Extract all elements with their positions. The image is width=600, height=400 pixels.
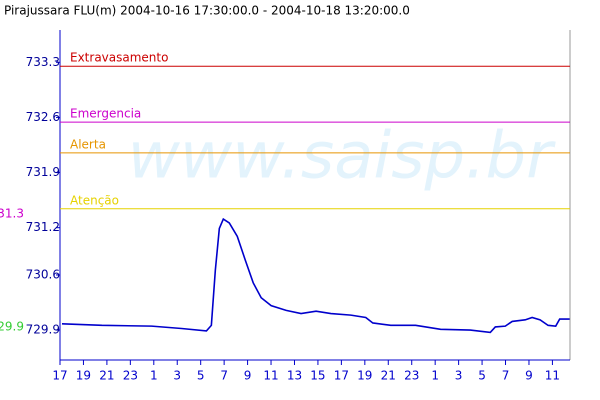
- x-tick-label: 7: [220, 369, 228, 383]
- min-label: 729.9: [0, 320, 24, 334]
- x-tick-label: 3: [173, 369, 181, 383]
- x-tick-label: 5: [197, 369, 205, 383]
- threshold-label: Atenção: [70, 193, 119, 207]
- x-tick-label: 5: [478, 369, 486, 383]
- threshold-label: Alerta: [70, 137, 106, 151]
- y-tick-label: 731.2: [26, 220, 60, 234]
- x-tick-label: 9: [244, 369, 252, 383]
- y-tick-label: 730.6: [26, 267, 60, 281]
- x-tick-label: 13: [287, 369, 302, 383]
- x-tick-label: 21: [99, 369, 114, 383]
- x-tick-label: 21: [381, 369, 396, 383]
- x-tick-label: 7: [502, 369, 510, 383]
- x-tick-label: 11: [263, 369, 278, 383]
- chart-title: Pirajussara FLU(m) 2004-10-16 17:30:00.0…: [4, 4, 410, 18]
- x-tick-label: 19: [357, 369, 372, 383]
- y-tick-label: 732.6: [26, 110, 60, 124]
- x-tick-label: 17: [334, 369, 349, 383]
- y-tick-label: 733.3: [26, 55, 60, 69]
- y-tick-label: 729.9: [26, 323, 60, 337]
- y-tick-label: 731.9: [26, 165, 60, 179]
- x-tick-label: 17: [52, 369, 67, 383]
- x-tick-label: 3: [455, 369, 463, 383]
- threshold-label: Emergencia: [70, 107, 141, 121]
- x-tick-label: 23: [404, 369, 419, 383]
- x-tick-label: 15: [310, 369, 325, 383]
- x-tick-label: 11: [545, 369, 560, 383]
- threshold-label: Extravasamento: [70, 51, 168, 65]
- x-tick-label: 1: [431, 369, 439, 383]
- watermark: www.saisp.br: [128, 120, 557, 194]
- x-tick-label: 1: [150, 369, 158, 383]
- x-tick-label: 19: [76, 369, 91, 383]
- x-tick-label: 9: [525, 369, 533, 383]
- series-line: [61, 217, 570, 334]
- max-label: 731.3: [0, 206, 24, 220]
- x-tick-label: 23: [123, 369, 138, 383]
